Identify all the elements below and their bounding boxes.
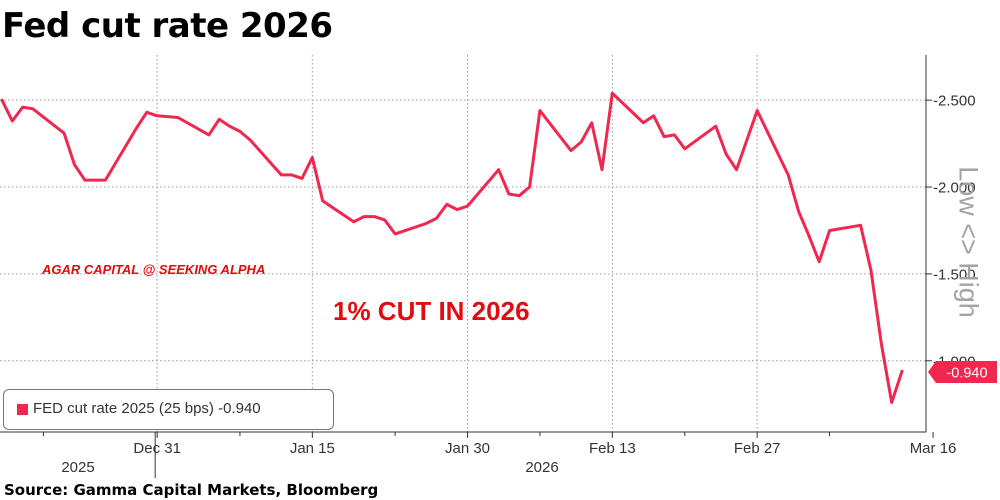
data-point	[228, 125, 231, 128]
data-point	[425, 222, 428, 225]
data-point	[570, 149, 572, 152]
data-point	[859, 224, 862, 227]
y-tick-label: -1.500	[933, 266, 976, 283]
data-point	[176, 116, 179, 119]
data-point	[683, 147, 686, 150]
data-point	[63, 132, 66, 135]
data-point	[880, 342, 883, 345]
source-note: Source: Gamma Capital Markets, Bloomberg	[4, 481, 379, 499]
data-point	[518, 194, 521, 197]
watermark: AGAR CAPITAL @ SEEKING ALPHA	[42, 262, 266, 277]
y-tick-label: -2.000	[933, 180, 976, 197]
data-point	[290, 173, 293, 176]
data-point	[1, 99, 3, 102]
data-point	[11, 120, 14, 122]
x-tick-label: Feb 13	[589, 440, 636, 457]
data-point	[590, 121, 593, 124]
data-point	[207, 133, 210, 136]
data-point	[321, 199, 324, 202]
data-point	[714, 125, 717, 128]
data-point	[652, 114, 655, 117]
year-label: 2025	[61, 459, 94, 476]
data-point	[21, 106, 24, 109]
data-point	[870, 269, 872, 272]
data-point	[673, 133, 676, 136]
data-point	[280, 173, 283, 176]
data-point	[363, 215, 366, 218]
last-value-marker: -0.940	[928, 361, 997, 383]
x-tick-label: Jan 30	[445, 440, 490, 457]
data-point	[756, 109, 759, 112]
y-tick-label: -2.500	[933, 93, 976, 110]
data-point	[828, 229, 831, 232]
data-point	[663, 135, 666, 138]
data-point	[611, 92, 614, 95]
legend-swatch	[17, 404, 28, 415]
x-ticks: Dec 31 Jan 15 Jan 30 Feb 13 Feb 27 Mar 16 2025…	[42, 432, 957, 478]
data-point	[394, 232, 397, 235]
data-point	[807, 234, 810, 237]
data-point	[238, 130, 241, 133]
legend-text: FED cut rate 2025 (25 bps) -0.940	[33, 400, 261, 417]
data-point	[104, 179, 107, 182]
data-point	[466, 205, 469, 208]
data-point	[797, 210, 800, 213]
data-point	[725, 153, 728, 155]
data-point	[507, 193, 510, 195]
series-line	[0, 91, 904, 404]
data-point	[373, 215, 376, 218]
data-point	[311, 156, 314, 159]
data-point	[73, 163, 76, 166]
data-point	[787, 173, 790, 176]
data-point	[135, 127, 138, 129]
data-point	[497, 168, 500, 171]
x-tick-label: Feb 27	[734, 440, 781, 457]
x-tick-label: Mar 16	[910, 440, 957, 457]
data-point	[456, 208, 459, 211]
data-point	[352, 220, 355, 223]
data-point	[818, 260, 821, 263]
data-point	[580, 140, 583, 143]
legend-label: FED cut rate 2025 (25 bps)	[33, 400, 214, 417]
x-tick-label: Dec 31	[133, 440, 181, 457]
data-point	[156, 114, 159, 117]
data-point	[445, 203, 448, 206]
grid	[0, 55, 926, 432]
legend: FED cut rate 2025 (25 bps) -0.940	[3, 389, 334, 430]
data-point	[890, 401, 893, 404]
chart-title: Fed cut rate 2026	[2, 6, 333, 46]
data-point	[383, 219, 386, 221]
data-point	[32, 107, 34, 110]
data-point	[249, 139, 252, 142]
data-point	[642, 121, 645, 124]
last-value-badge	[928, 361, 997, 383]
data-point	[435, 217, 438, 220]
data-point	[901, 370, 903, 373]
data-point	[528, 186, 531, 188]
year-label: 2026	[525, 459, 558, 476]
data-point	[145, 111, 148, 114]
axes	[0, 55, 927, 433]
data-point	[218, 118, 221, 121]
data-point	[301, 177, 303, 180]
data-point	[538, 109, 541, 112]
data-point	[83, 179, 86, 182]
series-points	[1, 92, 903, 404]
side-label-text: Low <> High	[953, 166, 984, 318]
data-point	[735, 168, 738, 171]
data-point	[601, 168, 603, 171]
x-tick-label: Jan 15	[290, 440, 335, 457]
legend-value: -0.940	[218, 400, 261, 417]
last-value-label: -0.940	[946, 366, 987, 382]
annotation: 1% CUT IN 2026	[333, 296, 530, 326]
